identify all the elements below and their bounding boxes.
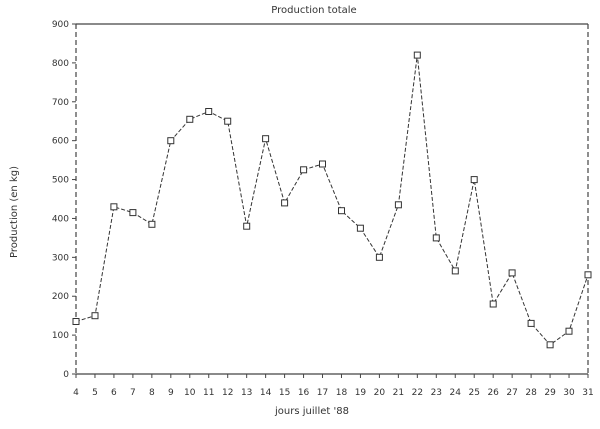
data-point: [148, 220, 156, 228]
data-point: [243, 222, 251, 230]
x-tick-label: 6: [111, 388, 117, 398]
y-tick-label: 100: [52, 331, 69, 341]
data-point: [546, 341, 554, 349]
x-axis-ticks: 4 5 6 7 8 9 10 11 12 13 14 15 16 17 18 19 20 21 22 23 24 25 26…: [73, 374, 594, 398]
x-tick-label: 14: [260, 388, 272, 398]
data-point: [565, 327, 573, 335]
data-point: [338, 207, 345, 215]
x-tick-label: 23: [431, 388, 442, 398]
y-axis-label: Production (en kg): [9, 166, 20, 258]
data-point: [470, 176, 478, 184]
y-tick-label: 900: [52, 20, 69, 30]
x-tick-label: 8: [149, 388, 155, 398]
series-production: [72, 51, 592, 349]
x-tick-label: 11: [203, 388, 214, 398]
x-tick-label: 30: [563, 388, 575, 398]
x-tick-label: 27: [506, 388, 517, 398]
y-tick-label: 400: [52, 214, 69, 224]
x-tick-label: 15: [279, 388, 290, 398]
data-point: [205, 108, 213, 115]
data-point: [281, 199, 289, 207]
x-tick-label: 5: [92, 388, 98, 398]
x-tick-label: 4: [73, 388, 79, 398]
x-tick-label: 26: [487, 388, 499, 398]
data-point: [451, 267, 459, 275]
y-tick-label: 700: [52, 98, 69, 108]
data-point: [584, 271, 592, 279]
y-tick-label: 0: [63, 370, 69, 380]
x-tick-label: 17: [317, 388, 328, 398]
x-axis-label: jours juillet '88: [274, 406, 349, 417]
data-point: [262, 135, 270, 143]
data-point: [129, 209, 137, 217]
data-point: [72, 318, 80, 325]
x-tick-label: 7: [130, 388, 136, 398]
plot-frame: [75, 23, 589, 375]
y-tick-label: 300: [52, 253, 69, 263]
x-tick-label: 16: [298, 388, 310, 398]
x-tick-label: 24: [450, 388, 462, 398]
y-axis-ticks: 0 100 200 300 400 500 600 700 800 900: [52, 20, 76, 380]
data-point: [356, 224, 364, 232]
y-tick-label: 800: [52, 59, 69, 69]
x-tick-label: 25: [468, 388, 479, 398]
chart-title: Production totale: [271, 5, 356, 16]
y-tick-label: 600: [52, 137, 69, 147]
x-tick-label: 31: [582, 388, 593, 398]
x-tick-label: 12: [222, 388, 233, 398]
data-point: [375, 253, 383, 261]
x-tick-label: 19: [355, 388, 367, 398]
data-point: [394, 201, 402, 209]
y-tick-label: 200: [52, 292, 69, 302]
data-point: [224, 117, 232, 125]
x-tick-label: 13: [241, 388, 252, 398]
data-point: [489, 300, 497, 308]
data-point: [167, 137, 175, 145]
data-point: [300, 166, 308, 174]
x-tick-label: 28: [525, 388, 537, 398]
data-point: [527, 319, 535, 327]
data-point: [319, 160, 326, 168]
data-point: [432, 234, 440, 242]
x-tick-label: 22: [412, 388, 423, 398]
x-tick-label: 20: [374, 388, 386, 398]
data-point: [110, 203, 118, 211]
data-point: [413, 51, 421, 59]
x-tick-label: 10: [184, 388, 196, 398]
y-tick-label: 500: [52, 176, 69, 186]
data-point: [508, 269, 516, 277]
series-line: [75, 55, 589, 346]
x-tick-label: 9: [168, 388, 174, 398]
x-tick-label: 18: [336, 388, 348, 398]
data-point: [91, 312, 99, 320]
x-tick-label: 21: [393, 388, 404, 398]
x-tick-label: 29: [544, 388, 556, 398]
data-point: [186, 115, 194, 123]
